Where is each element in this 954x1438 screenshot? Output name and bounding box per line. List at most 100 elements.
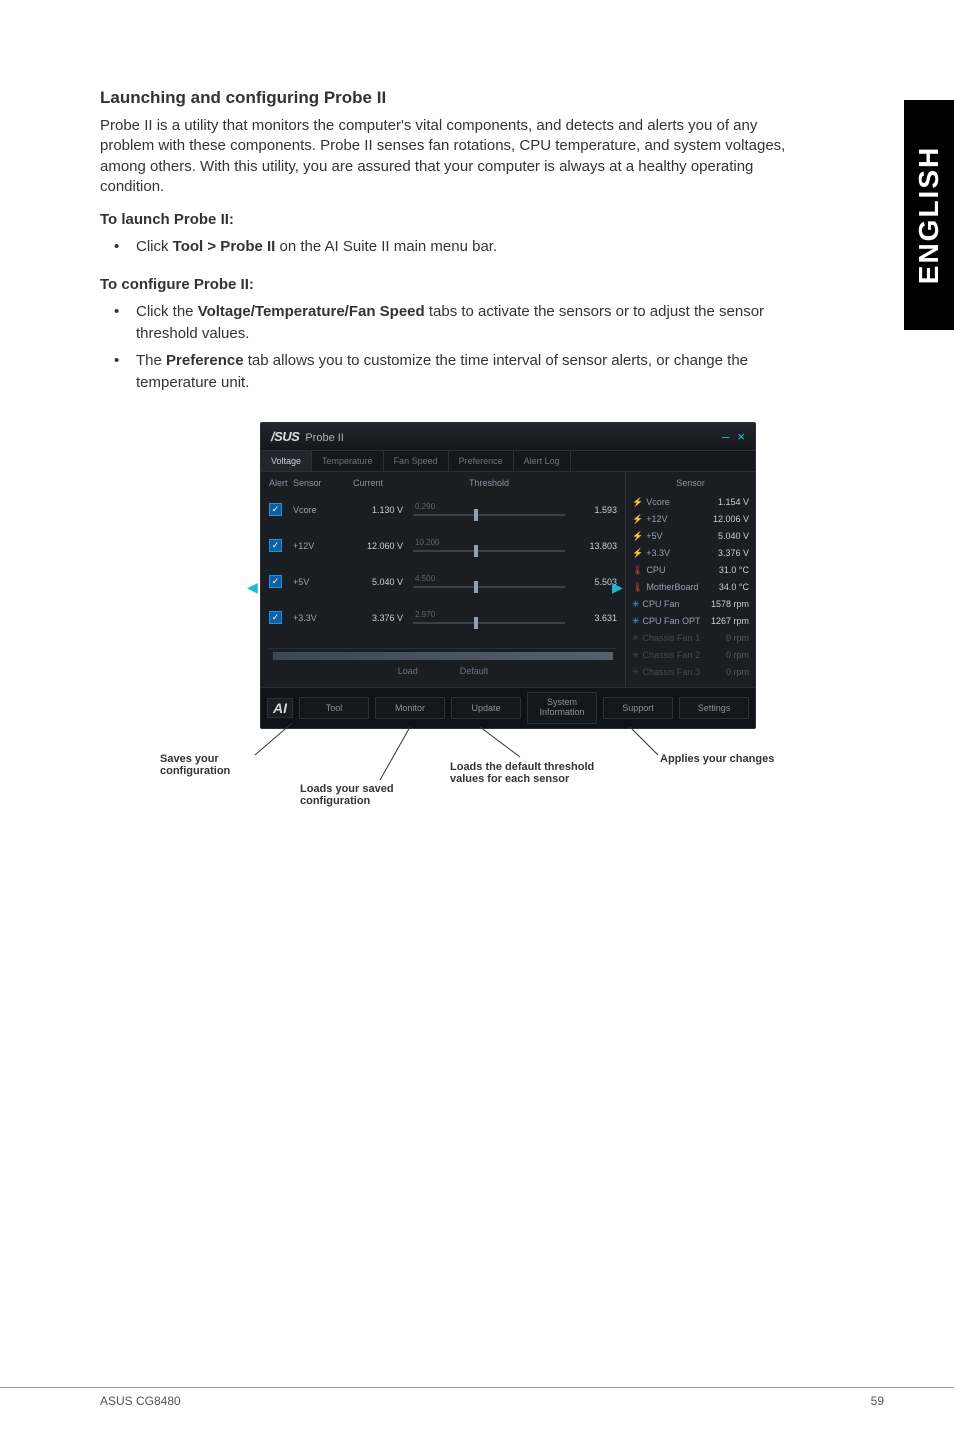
threshold-value: 3.631 <box>569 613 617 623</box>
main-area: ◀ Alert Sensor Current Threshold ✓Vcore1… <box>261 472 755 687</box>
sensor-name: +5V <box>293 577 353 587</box>
col-current: Current <box>353 478 409 488</box>
sysinfo-button[interactable]: System Information <box>527 692 597 724</box>
sensor-summary-item: CPU Fan OPT1267 rpm <box>632 613 749 630</box>
sensor-summary-item: Chassis Fan 10 rpm <box>632 630 749 647</box>
page-content: Launching and configuring Probe II Probe… <box>0 0 880 729</box>
launch-list: Click Tool > Probe II on the AI Suite II… <box>100 236 810 258</box>
tool-button[interactable]: Tool <box>299 697 369 719</box>
config-item-1: Click the Voltage/Temperature/Fan Speed … <box>100 301 810 345</box>
col-sensor: Sensor <box>293 478 353 488</box>
footer-left: ASUS CG8480 <box>100 1394 181 1408</box>
sensor-summary-item: Chassis Fan 30 rpm <box>632 664 749 681</box>
sensor-panel: ▶ Sensor Vcore1.154 V+12V12.006 V+5V5.04… <box>625 472 755 687</box>
sensor-value: 12.006 V <box>713 514 749 524</box>
screenshot-wrap: /SUS Probe II – × Voltage Temperature Fa… <box>220 422 860 729</box>
fan-icon <box>632 633 640 644</box>
scroll-left-icon[interactable]: ◀ <box>247 579 257 595</box>
sensor-value: 34.0 °C <box>719 582 749 592</box>
sensor-summary-item: CPU31.0 °C <box>632 562 749 579</box>
sensor-value: 3.376 V <box>718 548 749 558</box>
sensor-value: 31.0 °C <box>719 565 749 575</box>
section-title: Launching and configuring Probe II <box>100 88 810 108</box>
sensor-name: +3.3V <box>293 613 353 623</box>
sensor-summary-item: CPU Fan1578 rpm <box>632 596 749 613</box>
sensor-summary-item: +5V5.040 V <box>632 528 749 545</box>
config-item-2: The Preference tab allows you to customi… <box>100 350 810 394</box>
threshold-slider[interactable]: 10.200 <box>409 540 569 552</box>
callout-applies: Applies your changes <box>660 753 830 765</box>
tab-row: Voltage Temperature Fan Speed Preference… <box>261 451 755 472</box>
threshold-value: 13.803 <box>569 541 617 551</box>
intro-paragraph: Probe II is a utility that monitors the … <box>100 116 810 197</box>
language-tab: ENGLISH <box>904 100 954 330</box>
bolt-icon <box>632 531 643 542</box>
sensor-value: 0 rpm <box>726 650 749 660</box>
threshold-slider[interactable]: 2.970 <box>409 612 569 624</box>
table-row: ✓ +3.3V3.376 V2.9703.631 <box>269 600 617 636</box>
sensor-value: 0 rpm <box>726 667 749 677</box>
sensor-table: ◀ Alert Sensor Current Threshold ✓Vcore1… <box>261 472 625 687</box>
footer-right: 59 <box>871 1394 884 1408</box>
titlebar: /SUS Probe II – × <box>261 423 755 451</box>
tab-voltage[interactable]: Voltage <box>261 451 312 471</box>
load-label: Load <box>392 664 424 678</box>
fan-icon <box>632 667 640 678</box>
minimize-button[interactable]: – <box>722 429 729 444</box>
col-threshold: Threshold <box>409 478 569 488</box>
bottom-bar: AI Tool Monitor Update System Informatio… <box>261 687 755 728</box>
sensor-summary-item: +12V12.006 V <box>632 511 749 528</box>
sensor-name: +12V <box>293 541 353 551</box>
sensor-value: 5.040 V <box>718 531 749 541</box>
current-value: 3.376 V <box>353 613 409 623</box>
current-value: 5.040 V <box>353 577 409 587</box>
monitor-button[interactable]: Monitor <box>375 697 445 719</box>
launch-item: Click Tool > Probe II on the AI Suite II… <box>100 236 810 258</box>
col-alert: Alert <box>269 478 293 488</box>
alert-checkbox[interactable]: ✓ <box>269 575 282 588</box>
tab-preference[interactable]: Preference <box>449 451 514 471</box>
current-value: 1.130 V <box>353 505 409 515</box>
close-button[interactable]: × <box>737 429 745 444</box>
tab-temperature[interactable]: Temperature <box>312 451 384 471</box>
sensor-value: 1267 rpm <box>711 616 749 626</box>
scroll-right-icon[interactable]: ▶ <box>612 579 622 595</box>
threshold-slider[interactable]: 4.500 <box>409 576 569 588</box>
threshold-value: 1.593 <box>569 505 617 515</box>
bolt-icon <box>632 514 643 525</box>
bolt-icon <box>632 548 643 559</box>
sensor-summary-item: Chassis Fan 20 rpm <box>632 647 749 664</box>
language-tab-label: ENGLISH <box>913 146 945 284</box>
page-footer: ASUS CG8480 59 <box>0 1387 954 1408</box>
callout-saves: Saves your configuration <box>160 753 250 777</box>
table-row: ✓ +12V12.060 V10.20013.803 <box>269 528 617 564</box>
tab-alertlog[interactable]: Alert Log <box>514 451 571 471</box>
product-name: Probe II <box>305 432 344 444</box>
load-track[interactable] <box>273 652 613 660</box>
alert-checkbox[interactable]: ✓ <box>269 539 282 552</box>
sensor-name: Vcore <box>293 505 353 515</box>
launch-heading: To launch Probe II: <box>100 211 810 228</box>
current-value: 12.060 V <box>353 541 409 551</box>
probe-window: /SUS Probe II – × Voltage Temperature Fa… <box>260 422 756 729</box>
window-buttons: – × <box>722 429 745 444</box>
config-list: Click the Voltage/Temperature/Fan Speed … <box>100 301 810 394</box>
table-row: ✓+5V5.040 V4.5005.503 <box>269 564 617 600</box>
callout-loads-saved: Loads your saved configuration <box>300 783 430 807</box>
sensor-value: 1.154 V <box>718 497 749 507</box>
tab-fanspeed[interactable]: Fan Speed <box>384 451 449 471</box>
ai-logo-icon[interactable]: AI <box>267 698 293 718</box>
default-label: Default <box>454 664 495 678</box>
update-button[interactable]: Update <box>451 697 521 719</box>
sensor-summary-item: MotherBoard34.0 °C <box>632 579 749 596</box>
settings-button[interactable]: Settings <box>679 697 749 719</box>
therm-icon <box>632 565 643 576</box>
support-button[interactable]: Support <box>603 697 673 719</box>
sensor-summary-item: Vcore1.154 V <box>632 494 749 511</box>
alert-checkbox[interactable]: ✓ <box>269 503 282 516</box>
alert-checkbox[interactable]: ✓ <box>269 611 282 624</box>
fan-icon <box>632 650 640 661</box>
brand: /SUS Probe II <box>271 429 344 444</box>
threshold-slider[interactable]: 0.290 <box>409 504 569 516</box>
sensor-summary-item: +3.3V3.376 V <box>632 545 749 562</box>
